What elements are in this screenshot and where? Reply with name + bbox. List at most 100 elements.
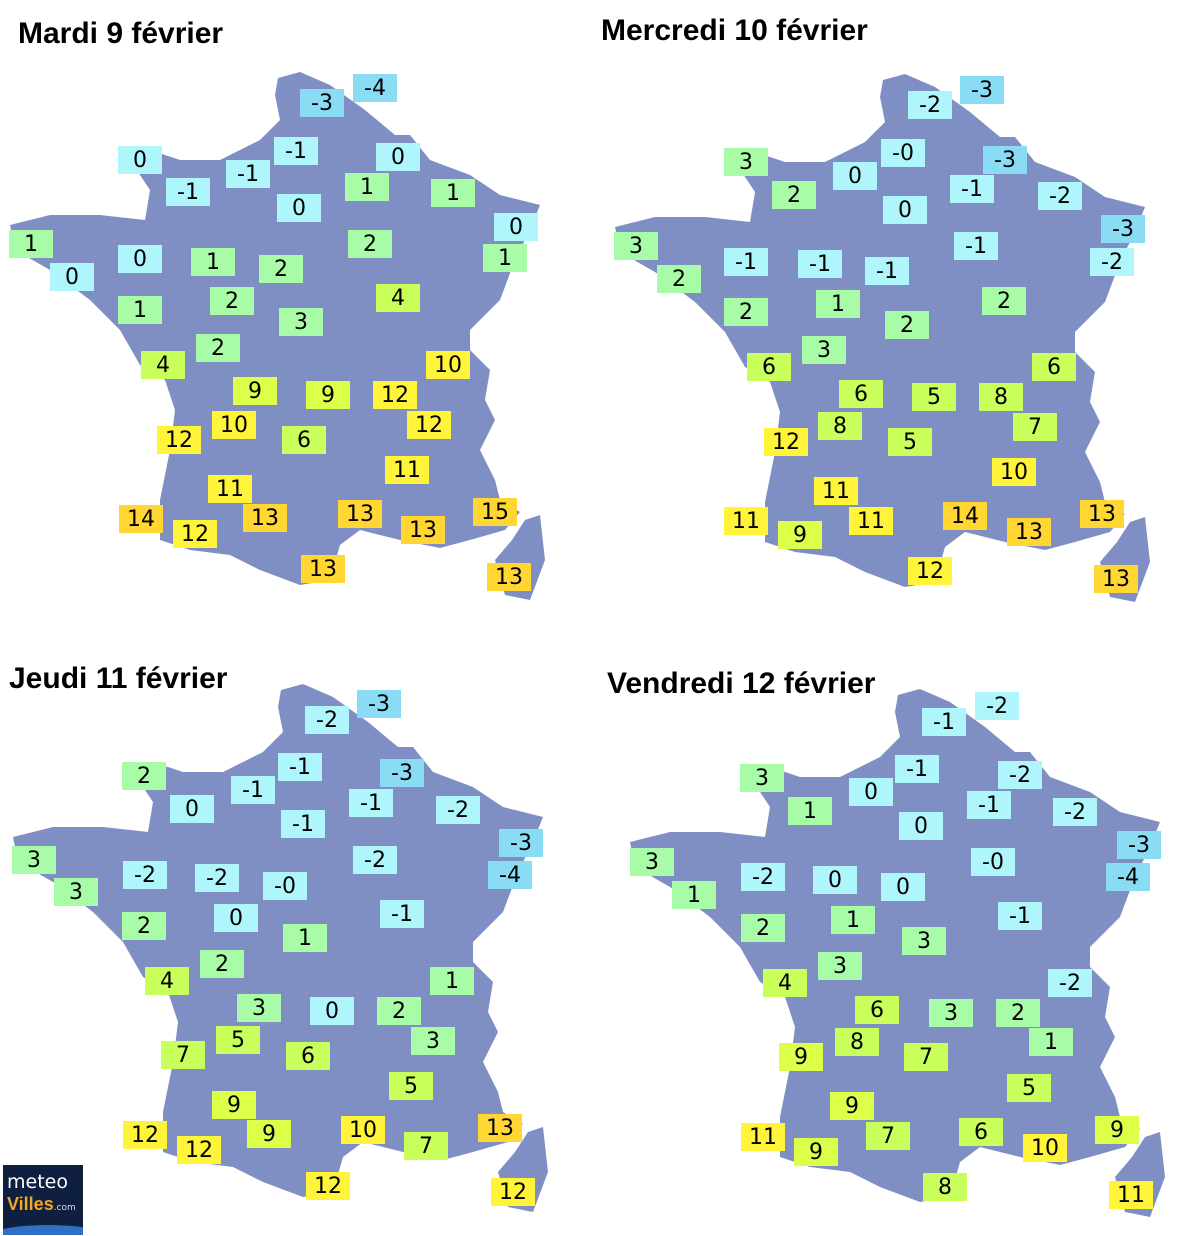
temperature-label: 12 [157, 426, 201, 454]
temperature-label: 7 [161, 1041, 205, 1069]
temperature-label: 1 [788, 797, 832, 825]
temperature-label: -2 [123, 861, 167, 889]
temperature-label: 2 [996, 999, 1040, 1027]
map-title-wednesday: Mercredi 10 février [601, 14, 868, 47]
temperature-label: 13 [401, 516, 445, 544]
temperature-label: 4 [141, 351, 185, 379]
temperature-label: 11 [724, 507, 768, 535]
temperature-label: 1 [430, 967, 474, 995]
temperature-label: -1 [798, 250, 842, 278]
temperature-label: 0 [899, 812, 943, 840]
temperature-label: 12 [173, 520, 217, 548]
temperature-label: -2 [975, 692, 1019, 720]
temperature-label: 12 [123, 1121, 167, 1149]
temperature-label: 0 [813, 866, 857, 894]
temperature-label: 13 [1094, 565, 1138, 593]
temperature-label: 4 [763, 969, 807, 997]
temperature-label: -2 [908, 91, 952, 119]
temperature-label: 9 [212, 1091, 256, 1119]
temperature-label: 14 [119, 505, 163, 533]
temperature-label: 6 [747, 353, 791, 381]
temperature-label: 0 [310, 997, 354, 1025]
temperature-label: 0 [883, 196, 927, 224]
logo-text-villes: Villes [7, 1194, 54, 1214]
temperature-label: -2 [741, 863, 785, 891]
temperature-label: 11 [1109, 1181, 1153, 1209]
temperature-label: 12 [407, 411, 451, 439]
temperature-label: 12 [908, 557, 952, 585]
temperature-label: -1 [895, 755, 939, 783]
temperature-label: 13 [1080, 500, 1124, 528]
temperature-label: 4 [376, 284, 420, 312]
temperature-label: 3 [237, 994, 281, 1022]
temperature-label: 9 [830, 1092, 874, 1120]
temperature-label: 11 [814, 477, 858, 505]
temperature-label: -1 [349, 789, 393, 817]
temperature-label: -1 [278, 753, 322, 781]
temperature-label: 1 [431, 179, 475, 207]
temperature-label: 8 [818, 412, 862, 440]
temperature-label: 1 [816, 290, 860, 318]
temperature-label: -2 [1038, 182, 1082, 210]
temperature-label: 1 [483, 244, 527, 272]
temperature-label: 2 [724, 298, 768, 326]
temperature-label: 3 [929, 999, 973, 1027]
temperature-label: 12 [306, 1172, 350, 1200]
france-outline-3 [630, 689, 1160, 1202]
temperature-label: 11 [385, 456, 429, 484]
temperature-label: 5 [216, 1026, 260, 1054]
temperature-label: 9 [306, 381, 350, 409]
temperature-label: 3 [724, 148, 768, 176]
temperature-label: -3 [499, 829, 543, 857]
temperature-label: -1 [950, 175, 994, 203]
temperature-label: 11 [741, 1123, 785, 1151]
temperature-label: 6 [839, 380, 883, 408]
temperature-label: 5 [912, 383, 956, 411]
temperature-label: -3 [1117, 831, 1161, 859]
map-title-friday: Vendredi 12 février [607, 667, 876, 700]
temperature-label: 5 [888, 428, 932, 456]
meteovilles-logo: meteo Villes.com [3, 1165, 83, 1235]
temperature-label: 14 [943, 502, 987, 530]
temperature-label: 3 [411, 1027, 455, 1055]
temperature-label: 13 [1007, 518, 1051, 546]
temperature-label: 1 [672, 881, 716, 909]
temperature-label: 0 [118, 245, 162, 273]
logo-text-meteo: meteo [7, 1171, 68, 1193]
temperature-label: -0 [971, 848, 1015, 876]
map-title-tuesday: Mardi 9 février [18, 17, 224, 50]
temperature-label: -2 [305, 706, 349, 734]
temperature-label: 6 [282, 426, 326, 454]
temperature-label: 7 [866, 1122, 910, 1150]
temperature-label: 9 [779, 1043, 823, 1071]
temperature-label: 2 [122, 912, 166, 940]
temperature-label: 5 [1007, 1074, 1051, 1102]
temperature-label: -2 [1048, 969, 1092, 997]
temperature-label: 0 [881, 873, 925, 901]
temperature-label: 12 [177, 1136, 221, 1164]
temperature-label: -3 [357, 690, 401, 718]
temperature-label: -1 [922, 708, 966, 736]
temperature-label: -1 [226, 160, 270, 188]
temperature-label: 0 [376, 143, 420, 171]
temperature-label: 0 [50, 263, 94, 291]
temperature-label: -0 [881, 139, 925, 167]
temperature-label: 13 [301, 555, 345, 583]
temperature-label: 2 [377, 997, 421, 1025]
temperature-label: -2 [195, 864, 239, 892]
temperature-label: 7 [1013, 413, 1057, 441]
temperature-label: 10 [1023, 1134, 1067, 1162]
temperature-label: 9 [233, 377, 277, 405]
temperature-label: -2 [436, 796, 480, 824]
temperature-label: 5 [389, 1072, 433, 1100]
temperature-label: -1 [274, 137, 318, 165]
temperature-label: 2 [885, 311, 929, 339]
temperature-label: 6 [855, 996, 899, 1024]
temperature-label: 1 [831, 906, 875, 934]
temperature-label: -3 [380, 759, 424, 787]
temperature-label: 12 [373, 381, 417, 409]
temperature-label: 10 [992, 458, 1036, 486]
temperature-label: 3 [740, 764, 784, 792]
temperature-label: -4 [1106, 863, 1150, 891]
